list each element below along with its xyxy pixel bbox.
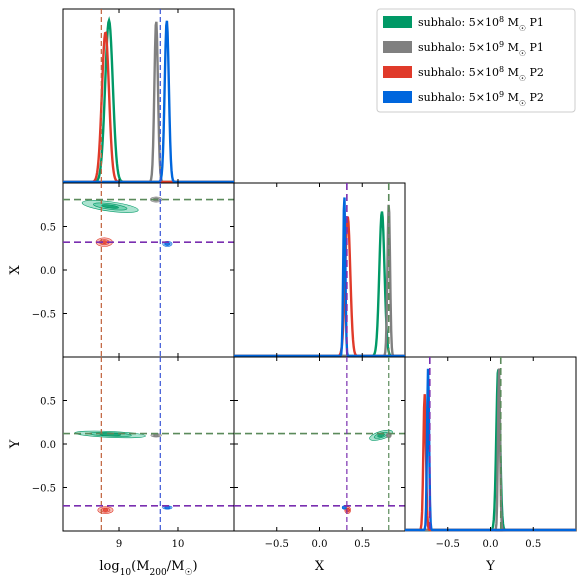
y-tick-label: 0.0 — [40, 266, 56, 277]
series-curve-3 — [405, 368, 576, 532]
y-tick-label: −0.5 — [32, 310, 56, 321]
panel-1d-logm-frame — [62, 8, 235, 184]
contour-2-level-2 — [102, 508, 109, 512]
x-tick-label: 9 — [116, 539, 122, 550]
legend-swatch-3 — [383, 91, 412, 103]
x-tick-label: 0.5 — [525, 539, 541, 550]
x-tick-label: 0.5 — [354, 539, 370, 550]
y-tick-label: 0.5 — [40, 223, 56, 234]
panel-1d-y — [404, 356, 577, 532]
x-axis-label-y: Y — [485, 559, 495, 574]
x-tick-label: 10 — [172, 539, 185, 550]
x-tick-label: −0.5 — [436, 539, 460, 550]
panel-2d-logm-y — [62, 356, 235, 532]
legend-swatch-2 — [383, 66, 412, 78]
legend: subhalo: 5×108 M☉ P1 subhalo: 5×109 M☉ P1… — [376, 8, 576, 113]
contours — [81, 196, 173, 247]
legend-entry-0: subhalo: 5×108 M☉ P1 — [418, 15, 544, 33]
y-tick-label: 0.5 — [40, 397, 56, 408]
contours — [341, 429, 393, 514]
panel-1d-logm — [62, 8, 235, 184]
series-curve-3 — [63, 20, 234, 184]
legend-box — [376, 8, 576, 113]
series-curve-0 — [63, 16, 234, 184]
panel-2d-logm-x — [62, 182, 235, 358]
panel-2d-x-y-frame — [233, 356, 406, 532]
x-axis-label-logm: log10(M200/M☉) — [99, 559, 197, 578]
panel-2d-x-y — [233, 356, 406, 532]
y-tick-label: −0.5 — [32, 484, 56, 495]
legend-swatch-0 — [383, 16, 412, 28]
contours — [74, 430, 173, 514]
legend-swatch-1 — [383, 41, 412, 53]
panel-2d-logm-x-frame — [62, 182, 235, 358]
series-curve-0 — [234, 211, 405, 358]
panel-2d-logm-y-frame — [62, 356, 235, 532]
x-axis-label-x: X — [315, 559, 325, 574]
series-curve-2 — [63, 31, 234, 184]
legend-entry-3: subhalo: 5×109 M☉ P2 — [418, 90, 544, 108]
x-tick-label: 0.0 — [312, 539, 328, 550]
series-curve-1 — [63, 21, 234, 184]
y-axis-label-x: X — [8, 265, 23, 275]
legend-entry-1: subhalo: 5×109 M☉ P1 — [418, 40, 544, 58]
x-tick-label: −0.5 — [265, 539, 289, 550]
contour-0-level-2 — [101, 204, 119, 209]
y-axis-label-y: Y — [8, 439, 23, 449]
legend-entry-2: subhalo: 5×108 M☉ P2 — [418, 65, 544, 83]
x-tick-label: 0.0 — [483, 539, 499, 550]
panel-1d-x — [233, 182, 406, 358]
y-tick-label: 0.0 — [40, 440, 56, 451]
